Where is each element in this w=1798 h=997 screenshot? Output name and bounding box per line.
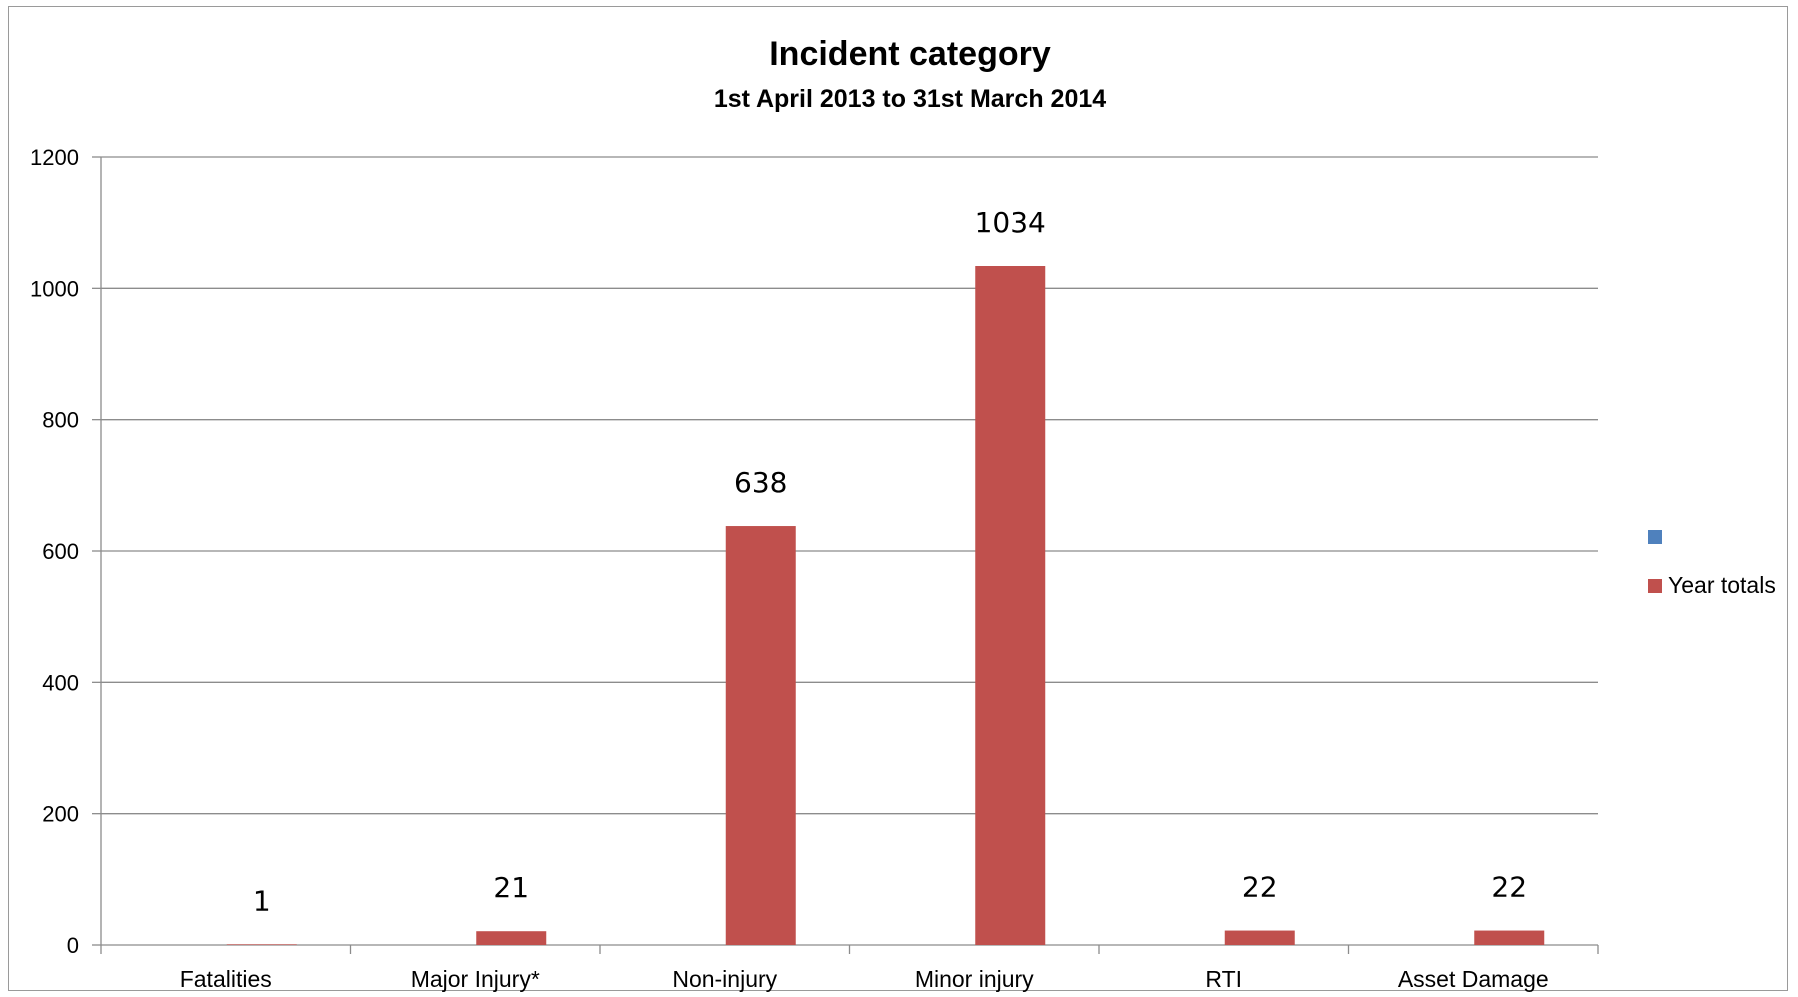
- bar-asset-damage: [1474, 930, 1545, 945]
- y-tick-label: 1200: [30, 145, 79, 170]
- data-label: 638: [734, 466, 787, 499]
- legend: Year totals: [1648, 530, 1776, 598]
- y-tick-label: 200: [42, 802, 79, 827]
- legend-label: Year totals: [1668, 572, 1776, 598]
- legend-swatch: [1648, 579, 1662, 593]
- data-label: 1: [253, 884, 271, 917]
- y-tick-label: 400: [42, 670, 79, 695]
- x-tick-label: Asset Damage: [1398, 966, 1549, 992]
- legend-swatch: [1648, 530, 1662, 544]
- bar-fatalities: [226, 944, 297, 945]
- y-tick-label: 1000: [30, 276, 79, 301]
- chart-title: Incident category: [769, 35, 1051, 73]
- tick-labels: 0 200 400 600 800 1000 1200 Fatalities Major Inj…: [30, 145, 1549, 992]
- chart-frame: [8, 6, 1788, 991]
- x-tick-label: RTI: [1205, 966, 1242, 992]
- axes: [92, 156, 1599, 954]
- data-label: 22: [1242, 871, 1278, 904]
- bar-minor-injury: [975, 266, 1046, 945]
- bars: [226, 266, 1545, 945]
- y-tick-label: 0: [67, 933, 79, 958]
- data-label: 22: [1491, 871, 1527, 904]
- y-tick-label: 800: [42, 408, 79, 433]
- x-tick-label: Fatalities: [180, 966, 272, 992]
- y-tick-label: 600: [42, 539, 79, 564]
- chart-subtitle: 1st April 2013 to 31st March 2014: [714, 85, 1106, 113]
- data-label: 21: [493, 871, 529, 904]
- gridlines: [101, 156, 1598, 815]
- bar-non-injury: [725, 526, 796, 945]
- data-label: 1034: [975, 206, 1046, 239]
- bar-major-injury-: [476, 931, 547, 945]
- x-tick-label: Non-injury: [672, 966, 777, 992]
- x-tick-label: Major Injury*: [411, 966, 540, 992]
- bar-rti: [1224, 930, 1295, 945]
- data-labels: 1 21 638 1034 22 22: [253, 206, 1527, 917]
- x-tick-label: Minor injury: [915, 966, 1034, 992]
